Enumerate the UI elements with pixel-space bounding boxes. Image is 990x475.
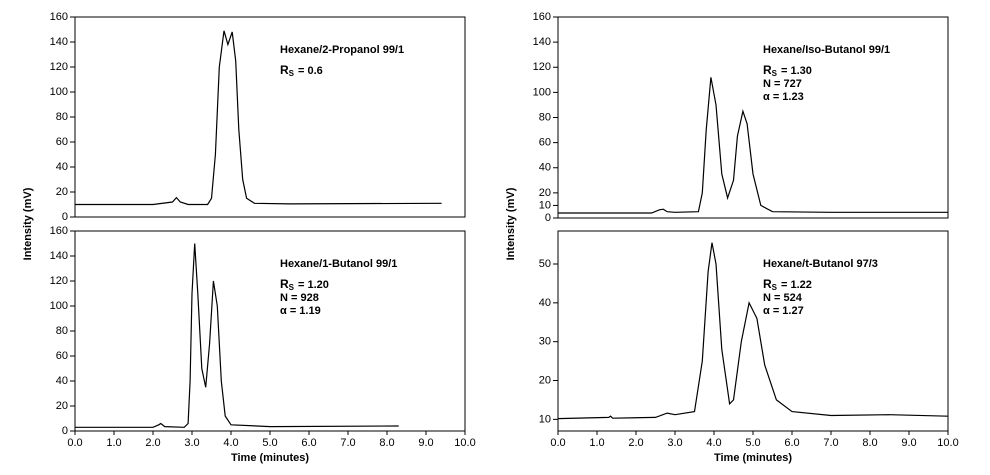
annotation-stat: α = 1.19: [280, 305, 321, 317]
x-tick-label: 1.0: [589, 437, 604, 449]
x-tick-label: 4.0: [706, 437, 721, 449]
y-tick-label: 60: [539, 137, 551, 149]
x-tick-label: 10.0: [454, 437, 475, 449]
annotation-stat: α = 1.27: [763, 305, 804, 317]
x-tick-label: 5.0: [262, 437, 277, 449]
y-tick-label: 80: [56, 111, 68, 123]
resolution-label: RS = 1.22: [763, 277, 812, 292]
y-tick-label: 20: [56, 186, 68, 198]
y-tick-label: 100: [50, 300, 68, 312]
resolution-subscript: S: [772, 283, 778, 292]
annotation-stat: α = 1.23: [763, 91, 804, 103]
plot-frame: [74, 16, 466, 218]
x-tick-label: 8.0: [379, 437, 394, 449]
y-tick-label: 160: [533, 11, 551, 23]
y-tick-label: 140: [533, 36, 551, 48]
resolution-label: RS = 1.20: [280, 277, 329, 292]
resolution-symbol: R: [280, 63, 289, 77]
x-tick-label: 7.0: [340, 437, 355, 449]
y-tick-label: 40: [539, 162, 551, 174]
x-tick-label: 2.0: [145, 437, 160, 449]
annotation-title: Hexane/Iso-Butanol 99/1: [763, 44, 890, 56]
x-tick-label: 9.0: [901, 437, 916, 449]
y-tick-label: 160: [50, 11, 68, 23]
chromatogram-line: [558, 77, 948, 214]
y-tick-label: 60: [56, 350, 68, 362]
x-tick-label: 5.0: [745, 437, 760, 449]
resolution-label: RS = 1.30: [763, 63, 812, 78]
y-axis-label: Intensity (mV): [505, 187, 517, 260]
x-tick-label: 0.0: [550, 437, 565, 449]
resolution-value: = 1.20: [298, 279, 329, 291]
resolution-symbol: R: [763, 277, 772, 291]
y-tick-label: 50: [539, 258, 551, 270]
x-tick-label: 0.0: [67, 437, 82, 449]
y-tick-label: 40: [539, 297, 551, 309]
y-tick-label: 40: [56, 375, 68, 387]
resolution-value: = 1.30: [781, 65, 812, 77]
chromatogram-line: [557, 242, 949, 420]
y-tick-label: 120: [50, 275, 68, 287]
y-tick-label: 0: [545, 212, 551, 224]
x-tick-label: 7.0: [823, 437, 838, 449]
y-tick-label: 100: [50, 86, 68, 98]
plot-frame: [557, 230, 949, 432]
y-tick-label: 40: [56, 161, 68, 173]
y-tick-label: 10: [539, 199, 551, 211]
y-tick-label: 10: [539, 413, 551, 425]
annotation-title: Hexane/t-Butanol 97/3: [763, 258, 878, 270]
y-tick-label: 60: [56, 136, 68, 148]
x-tick-label: 6.0: [784, 437, 799, 449]
y-tick-label: 20: [539, 374, 551, 386]
y-tick-label: 120: [50, 61, 68, 73]
x-tick-label: 2.0: [628, 437, 643, 449]
x-tick-label: 9.0: [418, 437, 433, 449]
y-tick-label: 0: [62, 211, 68, 223]
x-axis-label: Time (minutes): [231, 452, 309, 464]
annotation-stat: N = 727: [763, 78, 802, 90]
resolution-subscript: S: [772, 69, 778, 78]
x-tick-label: 6.0: [301, 437, 316, 449]
resolution-value: = 1.22: [781, 279, 812, 291]
annotation-stat: N = 524: [763, 292, 803, 304]
resolution-subscript: S: [289, 283, 295, 292]
y-tick-label: 140: [50, 36, 68, 48]
y-tick-label: 80: [56, 325, 68, 337]
annotation-title: Hexane/1-Butanol 99/1: [280, 258, 397, 270]
y-tick-label: 140: [50, 250, 68, 262]
resolution-label: RS = 0.6: [280, 63, 323, 78]
chromatogram-line: [75, 243, 399, 428]
y-tick-label: 0: [62, 425, 68, 437]
y-tick-label: 80: [539, 111, 551, 123]
plot-frame: [74, 230, 466, 432]
x-axis-label: Time (minutes): [714, 452, 792, 464]
y-tick-label: 20: [56, 400, 68, 412]
y-tick-label: 160: [50, 225, 68, 237]
resolution-value: = 0.6: [298, 65, 323, 77]
y-tick-label: 30: [539, 336, 551, 348]
y-tick-label: 20: [539, 187, 551, 199]
resolution-symbol: R: [763, 63, 772, 77]
x-tick-label: 3.0: [667, 437, 682, 449]
resolution-symbol: R: [280, 277, 289, 291]
resolution-subscript: S: [289, 69, 295, 78]
x-tick-label: 8.0: [862, 437, 877, 449]
y-tick-label: 120: [533, 61, 551, 73]
y-axis-label: Intensity (mV): [22, 187, 34, 260]
x-tick-label: 3.0: [184, 437, 199, 449]
chromatogram-line: [75, 30, 442, 206]
annotation-stat: N = 928: [280, 292, 319, 304]
x-tick-label: 4.0: [223, 437, 238, 449]
x-tick-label: 10.0: [937, 437, 958, 449]
x-tick-label: 1.0: [106, 437, 121, 449]
annotation-title: Hexane/2-Propanol 99/1: [280, 44, 404, 56]
y-tick-label: 100: [533, 86, 551, 98]
